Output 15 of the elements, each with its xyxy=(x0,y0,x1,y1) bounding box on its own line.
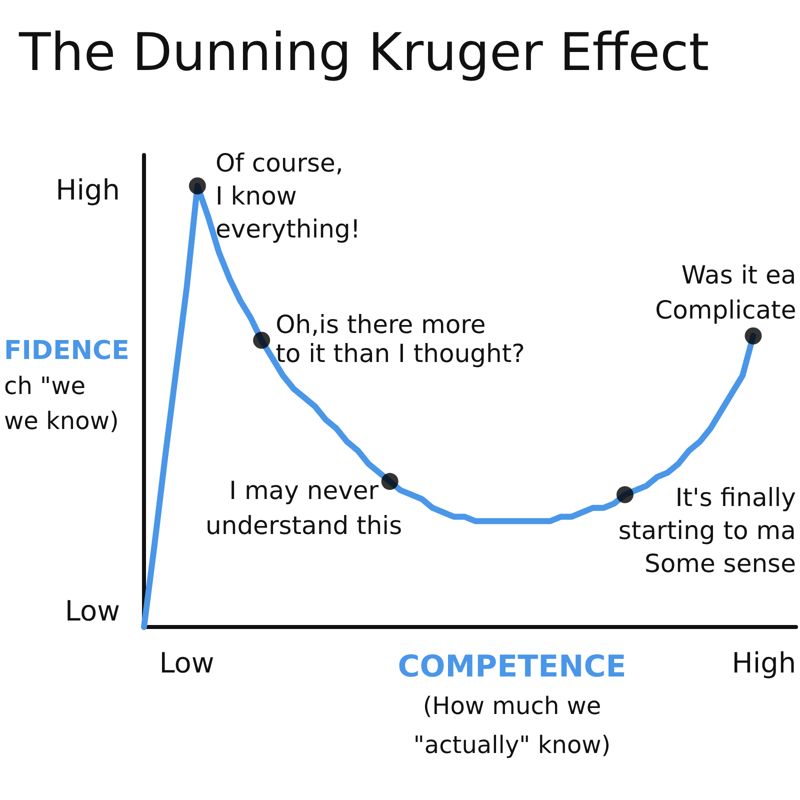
chart-title: The Dunning Kruger Effect xyxy=(18,23,710,83)
x-axis-title: COMPETENCE (How much we "actually" know) xyxy=(398,650,626,759)
annotation: Oh,is there more to it than I thought? xyxy=(276,310,525,368)
annotation: Was it ea Complicate xyxy=(655,260,796,324)
point xyxy=(744,327,762,344)
annotation: It's finally starting to ma Some sense xyxy=(618,483,796,578)
point xyxy=(381,472,398,490)
y-axis-title: FIDENCE ch "we we know) xyxy=(4,336,130,435)
point xyxy=(616,486,634,504)
point xyxy=(253,332,270,349)
point xyxy=(188,177,206,194)
text: High xyxy=(56,174,120,206)
text: Low xyxy=(64,594,120,628)
annotation: Of course, I know everything! xyxy=(215,148,360,244)
annotation: I may never understand this xyxy=(206,476,402,540)
